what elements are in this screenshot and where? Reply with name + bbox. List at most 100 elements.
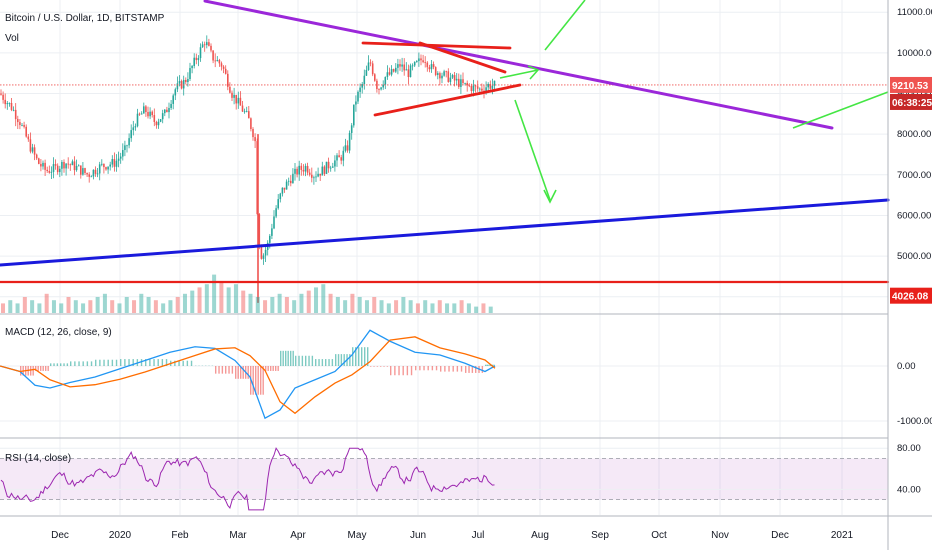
macd-histogram-bar [225, 366, 227, 374]
triangle-top-resistance [361, 41, 512, 50]
candle-body [105, 167, 107, 170]
candle-body [220, 63, 223, 67]
macd-histogram-bar [149, 359, 151, 366]
candle-body [191, 65, 193, 69]
macd-histogram-bar [376, 366, 379, 367]
macd-histogram-bar [32, 366, 34, 376]
candle-body [6, 103, 9, 105]
macd-histogram-bar [82, 361, 84, 366]
macd-histogram-bar [40, 366, 42, 371]
volume-bar [51, 300, 56, 313]
macd-histogram-bar [364, 347, 366, 366]
candle-body [313, 177, 315, 179]
x-tick-label: Feb [171, 530, 189, 541]
macd-histogram-bar [349, 354, 351, 366]
candle-body [4, 99, 6, 105]
candle-body [14, 109, 17, 120]
rsi-title: RSI (14, close) [5, 453, 72, 464]
drawings [0, 0, 890, 284]
candle-body [155, 121, 158, 126]
candle-body [86, 172, 88, 175]
candle-body [376, 80, 378, 90]
macd-histogram-bar [419, 366, 421, 371]
macd-histogram-bar [280, 350, 282, 366]
candle-body [472, 85, 475, 92]
x-tick-label: Jun [410, 530, 426, 541]
candle-body [168, 108, 170, 113]
volume-bar [466, 303, 471, 313]
macd-pane [0, 329, 888, 422]
bullish-arrow-up [544, 0, 586, 51]
bullish-arrow-right [499, 69, 539, 79]
candle-body [111, 159, 114, 165]
x-tick-label: Jul [472, 530, 485, 541]
candle-body [193, 57, 195, 66]
volume-bar [124, 297, 129, 313]
candle-body [426, 62, 429, 68]
purple-falling-trendline [203, 0, 834, 130]
macd-histogram-bar [178, 360, 180, 366]
macd-histogram-bar [255, 366, 257, 395]
volume-bar [110, 300, 115, 313]
candle-body [136, 113, 139, 127]
macd-histogram-bar [390, 366, 392, 376]
volume-bar [168, 300, 173, 313]
rsi-y-tick: 40.00 [897, 484, 921, 495]
candle-body [319, 173, 321, 176]
candle-body [432, 64, 435, 68]
candle-body [271, 228, 273, 236]
candle-body [453, 75, 456, 81]
candle-body [229, 86, 231, 93]
candle-body [170, 103, 172, 109]
macd-histogram-bar [311, 355, 314, 366]
macd-histogram-bar [35, 366, 37, 371]
volume-bar [364, 300, 369, 313]
countdown-badge [890, 93, 932, 110]
macd-histogram-bar [410, 366, 413, 376]
macd-histogram-bar [287, 350, 289, 366]
macd-histogram-bar [66, 363, 69, 366]
candle-body [2, 94, 4, 100]
macd-histogram-bar [95, 359, 97, 366]
candle-body [285, 181, 288, 190]
candle-body [479, 88, 481, 90]
candle-body [455, 78, 458, 81]
candle-body [447, 71, 450, 82]
candle-body [17, 119, 19, 123]
candle-body [290, 180, 292, 184]
candle-body [476, 86, 479, 89]
bullish-arrowhead [527, 65, 540, 80]
volume-bar [204, 284, 209, 313]
candle-body [145, 106, 147, 113]
candle-body [65, 163, 67, 169]
candle-body [56, 165, 59, 173]
candle-body [69, 164, 72, 166]
macd-histogram-bar [275, 366, 277, 371]
x-tick-label: 2020 [109, 530, 132, 541]
candle-body [31, 147, 34, 152]
macd-histogram-bar [290, 350, 292, 366]
candle-body [33, 147, 36, 155]
candle-body [281, 187, 284, 194]
volume-bar [459, 300, 464, 313]
candle-body [296, 168, 298, 175]
y-tick-label: 7000.00 [897, 170, 931, 181]
candle-body [264, 250, 267, 256]
macd-histogram-bar [50, 363, 52, 366]
candle-body [485, 87, 487, 92]
candle-body [386, 72, 389, 77]
candle-body [237, 97, 240, 104]
candle-body [75, 165, 78, 171]
macd-histogram-bar [128, 359, 130, 366]
candle-body [151, 111, 153, 116]
candle-body [147, 112, 149, 117]
candle-body [489, 84, 492, 89]
candle-body [203, 44, 206, 46]
candle-body [29, 139, 32, 152]
candle-body [134, 126, 137, 128]
candle-body [222, 66, 225, 69]
volume-bar [321, 284, 326, 313]
candle-body [395, 67, 397, 72]
macd-histogram-bar [325, 359, 327, 366]
macd-histogram-bar [120, 359, 122, 366]
